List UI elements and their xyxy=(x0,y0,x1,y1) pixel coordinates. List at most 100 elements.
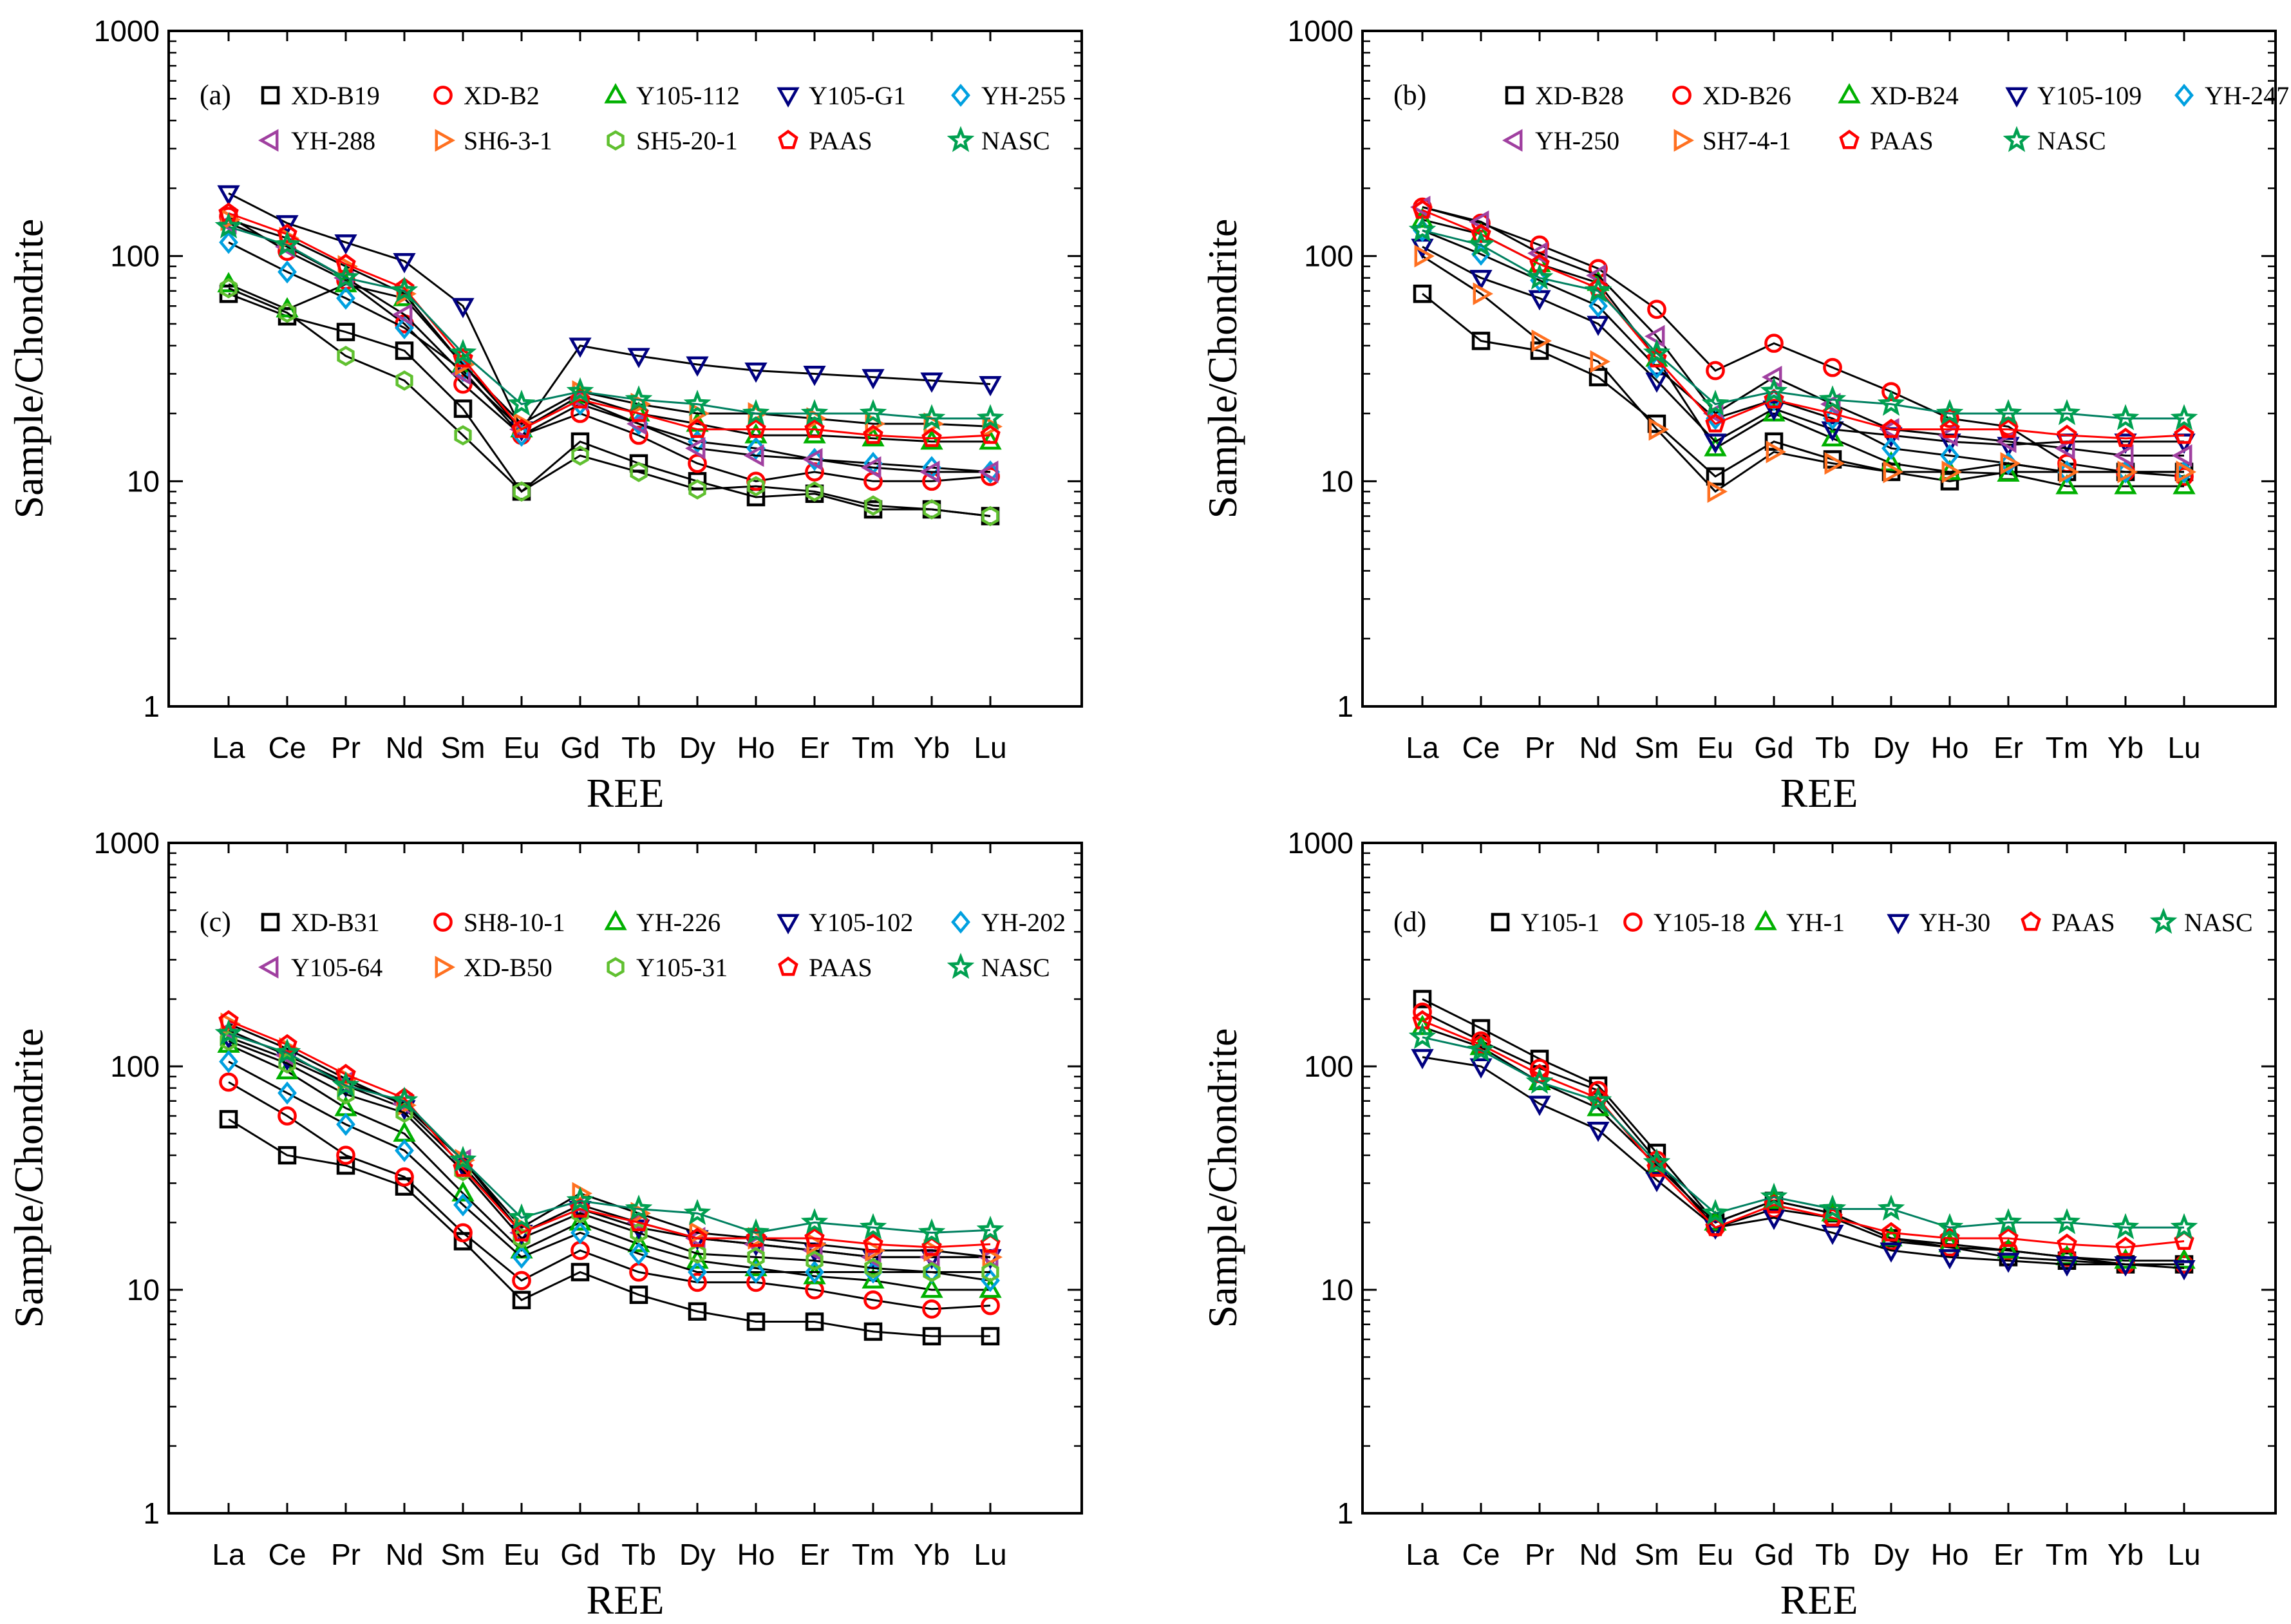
legend-item: XD-B50 xyxy=(435,953,552,982)
data-point xyxy=(1471,223,1491,243)
data-point xyxy=(220,278,238,299)
legend-label: SH6-3-1 xyxy=(464,126,552,155)
data-point xyxy=(688,453,707,473)
data-point xyxy=(922,471,941,491)
series-nasc xyxy=(1408,216,2198,431)
data-point xyxy=(569,1210,592,1231)
data-point xyxy=(2115,428,2136,448)
data-point xyxy=(803,423,826,444)
data-point xyxy=(802,448,823,471)
data-point xyxy=(918,404,946,431)
series-y105-1 xyxy=(1413,990,2194,1274)
data-point xyxy=(1880,1242,1903,1263)
x-tick-label: Tm xyxy=(2046,1538,2088,1571)
legend-label: YH-1 xyxy=(1786,908,1845,937)
legend-label: XD-B26 xyxy=(1702,81,1791,110)
data-point xyxy=(507,1203,536,1230)
data-point xyxy=(688,430,707,453)
data-point xyxy=(332,1071,360,1098)
data-point xyxy=(395,1177,414,1196)
data-point xyxy=(1877,1194,1905,1221)
x-tick-label: Yb xyxy=(2107,731,2144,764)
data-point xyxy=(981,1327,1000,1346)
y-tick-label: 1000 xyxy=(1288,14,1353,48)
data-point xyxy=(978,460,999,484)
legend-marker xyxy=(433,912,453,932)
data-point xyxy=(336,1113,355,1137)
data-point xyxy=(2174,424,2194,444)
x-tick-label: Sm xyxy=(441,1538,486,1571)
data-point xyxy=(512,1245,531,1269)
data-point xyxy=(1471,1034,1491,1053)
data-point xyxy=(219,231,238,254)
data-point xyxy=(1467,231,1495,257)
data-point xyxy=(278,1106,297,1126)
legend-item: Y105-31 xyxy=(607,953,728,982)
legend-item: YH-202 xyxy=(951,908,1066,937)
x-tick-label: Nd xyxy=(1579,731,1617,764)
data-point xyxy=(1764,1194,1784,1214)
legend-item: SH7-4-1 xyxy=(1673,126,1791,155)
data-point xyxy=(1706,467,1725,486)
x-tick-label: Pr xyxy=(1525,731,1554,764)
legend-item: Y105-109 xyxy=(2005,81,2142,110)
chart-panel-b: 1 10 100 1000 La Ce Pr Nd Sm Eu Gd Tb Dy Ho Er Tm Yb Lu RE… xyxy=(1200,14,2289,816)
data-point xyxy=(566,377,594,404)
y-tick-label: 100 xyxy=(110,1050,160,1083)
data-point xyxy=(1408,1023,1437,1049)
data-point xyxy=(2053,1208,2081,1234)
legend-label: PAAS xyxy=(2051,908,2115,937)
legend-label: Y105-1 xyxy=(1521,908,1599,937)
legend-label: XD-B24 xyxy=(1870,81,1959,110)
legend-item: XD-B19 xyxy=(261,81,380,110)
legend-label: PAAS xyxy=(809,126,872,155)
data-point xyxy=(278,260,297,284)
legend-label: Y105-18 xyxy=(1654,908,1745,937)
data-point xyxy=(1408,216,1437,242)
legend-marker xyxy=(433,86,453,105)
data-point xyxy=(918,1218,946,1245)
data-point xyxy=(687,1227,708,1247)
series-line xyxy=(228,218,991,428)
data-point xyxy=(1590,350,1610,373)
series-sh5-20-1 xyxy=(220,278,999,527)
legend-label: YH-202 xyxy=(981,908,1066,937)
data-point xyxy=(1706,361,1725,381)
data-point xyxy=(746,1260,766,1284)
data-point xyxy=(1705,413,1726,433)
data-point xyxy=(1645,1172,1668,1193)
data-point xyxy=(395,316,414,340)
data-point xyxy=(449,1146,477,1172)
legend-label: XD-B50 xyxy=(464,953,552,982)
data-point xyxy=(332,263,360,290)
data-point xyxy=(1587,1122,1610,1142)
data-point xyxy=(2172,444,2192,467)
series-line xyxy=(228,225,990,420)
data-point xyxy=(1469,1058,1493,1079)
data-point xyxy=(1881,419,1901,439)
legend-marker xyxy=(604,910,627,930)
legend-marker xyxy=(2003,126,2031,153)
x-tick-label: La xyxy=(1406,731,1439,764)
data-point xyxy=(1881,437,1901,460)
x-tick-label: La xyxy=(212,1538,245,1571)
x-tick-label: Gd xyxy=(560,731,599,764)
data-point xyxy=(687,419,708,439)
data-point xyxy=(453,1157,473,1177)
legend-label: PAAS xyxy=(1870,126,1934,155)
data-point xyxy=(1707,480,1728,503)
data-point xyxy=(683,390,712,416)
series-sh8-10-1 xyxy=(219,1072,1000,1319)
data-point xyxy=(512,1270,531,1290)
x-tick-label: Eu xyxy=(504,1538,540,1571)
x-tick-label: Eu xyxy=(1697,731,1733,764)
data-point xyxy=(688,479,706,500)
data-point xyxy=(1525,1068,1554,1094)
x-tick-label: Er xyxy=(1994,731,2023,764)
data-point xyxy=(277,223,297,243)
x-tick-label: Lu xyxy=(2167,731,2200,764)
legend-item: NASC xyxy=(947,952,1050,982)
data-point xyxy=(511,1222,532,1242)
data-point xyxy=(804,419,825,439)
legend-item: YH-30 xyxy=(1887,908,1990,937)
